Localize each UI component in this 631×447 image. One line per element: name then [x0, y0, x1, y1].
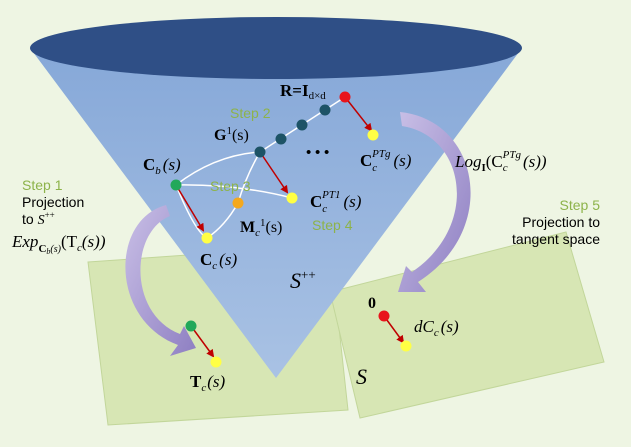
- label-cc: Cc (s): [200, 250, 237, 272]
- label-s-plane: S: [356, 364, 367, 389]
- step1-line1: Projection: [22, 194, 84, 210]
- node-chain-3: [275, 133, 287, 145]
- node-tangent-origin-left: [185, 320, 197, 332]
- tangent-plane-right: [329, 231, 605, 419]
- node-dc: [400, 340, 412, 352]
- label-exp-map: ExpCb(s)(Tc(s)): [11, 232, 106, 256]
- label-zero: 0: [368, 295, 376, 312]
- label-cb: Cb (s): [143, 155, 181, 177]
- step1-line2: to S++: [22, 210, 55, 228]
- label-r-identity: R=Id×d: [280, 81, 326, 102]
- label-c-pt1: CcPT1 (s): [310, 189, 362, 215]
- node-c-pt1: [286, 192, 298, 204]
- node-c-ptg: [367, 129, 379, 141]
- label-ellipsis: • • •: [306, 145, 329, 161]
- log-curved-arrow: [398, 112, 471, 292]
- node-g1: [254, 146, 266, 158]
- step4-label: Step 4: [312, 217, 353, 233]
- node-cb: [170, 179, 182, 191]
- label-g1: G1(s): [214, 125, 249, 144]
- step2-label: Step 2: [230, 105, 271, 121]
- label-m1: Mc1(s): [240, 217, 282, 239]
- cone-body: [30, 48, 522, 378]
- node-chain-1: [319, 104, 331, 116]
- red-arrows: [175, 96, 405, 358]
- step5-line2: tangent space: [512, 231, 600, 247]
- node-chain-2: [296, 119, 308, 131]
- label-s-plus-plus: S++: [290, 267, 316, 293]
- step3-label: Step 3: [210, 178, 251, 194]
- step5-line1: Projection to: [522, 214, 600, 230]
- node-tc: [210, 356, 222, 368]
- node-identity: [339, 91, 351, 103]
- label-c-ptg: CcPTg (s): [360, 148, 412, 174]
- step1-title: Step 1: [22, 177, 63, 193]
- label-log-map: LogI(CcPTg (s)): [454, 149, 547, 174]
- node-m1: [232, 197, 244, 209]
- cone-top-ellipse: [30, 17, 522, 79]
- node-cc: [201, 232, 213, 244]
- label-tc: Tc(s): [190, 372, 226, 394]
- label-dc: dCc (s): [414, 317, 459, 339]
- step5-title: Step 5: [560, 197, 601, 213]
- exp-curved-arrow: [125, 205, 196, 356]
- node-zero: [378, 310, 390, 322]
